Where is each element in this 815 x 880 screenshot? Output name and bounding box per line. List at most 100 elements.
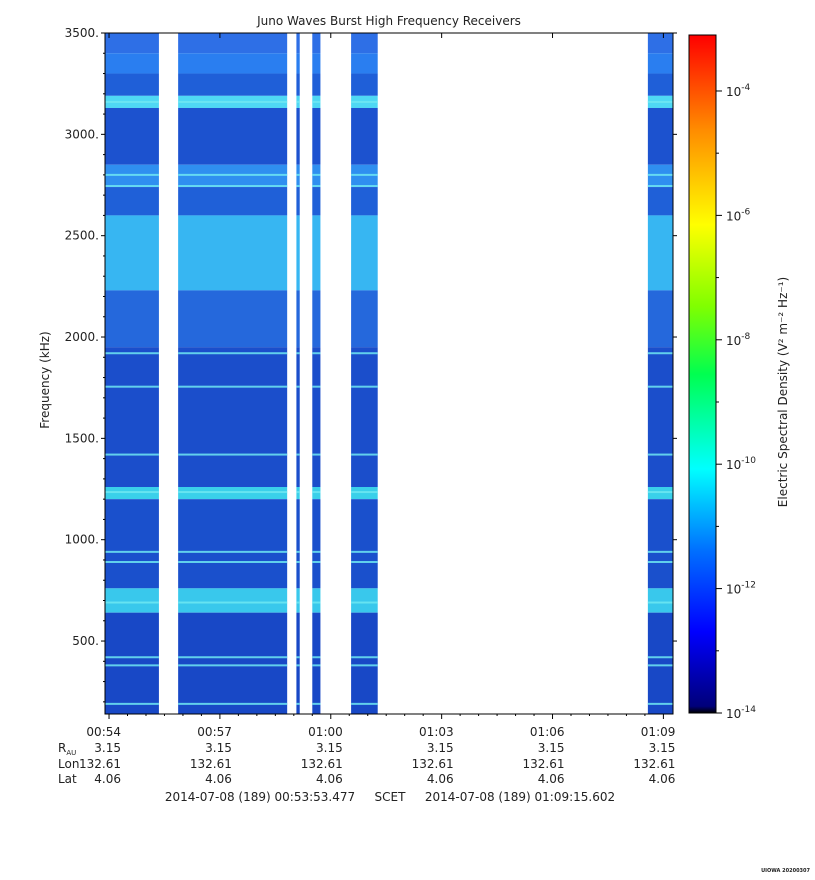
lat-label: Lat (58, 772, 77, 786)
colorbar-tick-label: 10-14 (726, 705, 756, 721)
x-tick-label: 01:00 (308, 725, 343, 739)
intensity-band (351, 215, 378, 291)
intensity-band (105, 164, 159, 188)
intensity-band (178, 215, 288, 291)
ephemeris-row-labels: RAU Lon Lat (58, 741, 79, 786)
intensity-band (105, 487, 159, 500)
lat-value: 4.06 (316, 772, 343, 786)
intensity-band (312, 215, 321, 291)
emission-line (178, 385, 288, 388)
emission-line (105, 352, 159, 355)
intensity-band (351, 53, 378, 74)
emission-line (178, 491, 288, 494)
intensity-band (351, 612, 378, 714)
intensity-band (105, 290, 159, 348)
intensity-band (296, 73, 300, 96)
emission-line (296, 173, 300, 176)
emission-line (105, 601, 159, 604)
emission-line (296, 601, 300, 604)
emission-line (351, 656, 378, 659)
emission-line (312, 453, 321, 456)
emission-line (647, 664, 673, 667)
intensity-band (312, 612, 321, 714)
lon-value: 132.61 (412, 757, 454, 771)
r-value: 3.15 (316, 741, 343, 755)
data-segment (351, 33, 378, 714)
emission-line (178, 664, 288, 667)
x-tick-label: 01:09 (641, 725, 676, 739)
intensity-band (312, 33, 321, 54)
time-end: 2014-07-08 (189) 01:09:15.602 (425, 790, 615, 804)
colorbar-tick-label: 10-10 (726, 456, 756, 472)
emission-line (178, 185, 288, 188)
emission-line (351, 560, 378, 563)
emission-line (312, 352, 321, 355)
lat-value: 4.06 (94, 772, 121, 786)
intensity-band (296, 588, 300, 613)
plot-frame (104, 32, 674, 715)
emission-line (312, 664, 321, 667)
data-segment (312, 33, 321, 714)
intensity-band (351, 73, 378, 96)
intensity-band (312, 187, 321, 216)
emission-line (351, 601, 378, 604)
lat-value: 4.06 (205, 772, 232, 786)
emission-line (105, 185, 159, 188)
data-segment (105, 33, 159, 714)
lat-value: 4.06 (427, 772, 454, 786)
intensity-band (178, 33, 288, 54)
intensity-band (647, 347, 673, 487)
x-tick-label: 00:57 (197, 725, 232, 739)
lon-value: 132.61 (523, 757, 565, 771)
lon-label: Lon (58, 757, 79, 771)
emission-line (312, 702, 321, 705)
data-segment (296, 33, 300, 714)
emission-line (178, 453, 288, 456)
intensity-band (351, 347, 378, 487)
emission-line (105, 491, 159, 494)
emission-line (647, 491, 673, 494)
intensity-band (312, 107, 321, 165)
y-tick-label: 3500. (65, 26, 99, 40)
intensity-band (312, 487, 321, 500)
emission-line (351, 185, 378, 188)
intensity-band (105, 33, 159, 54)
intensity-band (105, 588, 159, 613)
intensity-band (647, 612, 673, 714)
y-axis: 500. 1000. 1500. 2000. 2500. 3000. 3500. (65, 26, 677, 703)
r-value: 3.15 (205, 741, 232, 755)
intensity-band (351, 499, 378, 589)
emission-line (178, 100, 288, 103)
emission-line (105, 664, 159, 667)
emission-line (647, 656, 673, 659)
emission-line (351, 173, 378, 176)
emission-line (296, 185, 300, 188)
intensity-band (647, 164, 673, 188)
time-scet: SCET (375, 790, 407, 804)
emission-line (178, 702, 288, 705)
emission-line (296, 702, 300, 705)
intensity-band (178, 164, 288, 188)
intensity-band (312, 73, 321, 96)
emission-line (105, 453, 159, 456)
emission-line (351, 702, 378, 705)
emission-line (296, 656, 300, 659)
emission-line (178, 550, 288, 553)
intensity-band (647, 53, 673, 74)
emission-line (105, 560, 159, 563)
lon-value: 132.61 (190, 757, 232, 771)
emission-line (296, 385, 300, 388)
intensity-band (296, 53, 300, 74)
data-segment (647, 33, 673, 714)
emission-line (312, 385, 321, 388)
intensity-band (105, 107, 159, 165)
intensity-band (178, 73, 288, 96)
emission-line (105, 656, 159, 659)
y-tick-label: 2000. (65, 330, 99, 344)
intensity-band (312, 164, 321, 188)
emission-line (178, 656, 288, 659)
emission-line (647, 185, 673, 188)
intensity-band (296, 107, 300, 165)
emission-line (312, 560, 321, 563)
lon-value: 132.61 (79, 757, 121, 771)
